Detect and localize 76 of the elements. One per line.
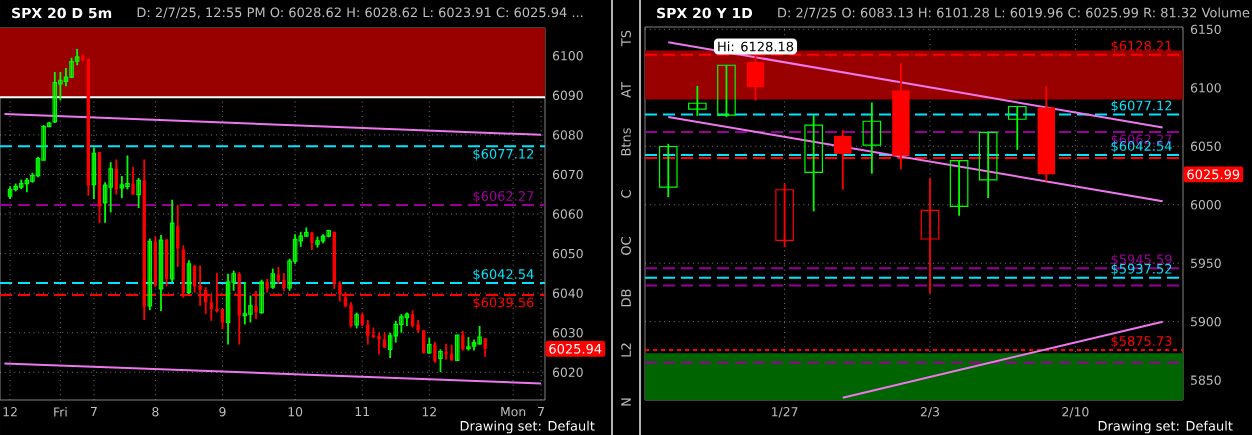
text: C — [621, 190, 631, 198]
x-tick-label: 7 — [538, 407, 544, 417]
y-tick-label: 6050 — [552, 248, 583, 259]
candlestick — [158, 234, 164, 312]
x-tick-label: Fri — [54, 407, 67, 417]
y-tick-label: 6070 — [552, 169, 583, 180]
text: Drawing set: Default — [460, 420, 595, 434]
y-tick-label: 6050 — [1190, 141, 1221, 151]
candlestick — [862, 101, 882, 175]
x-tick-label: 9 — [219, 407, 226, 417]
candlestick — [186, 259, 192, 295]
candlestick — [454, 334, 460, 362]
y-tick-label: 6080 — [552, 130, 583, 140]
candlestick — [169, 198, 175, 283]
ref-line-label: $6042.54 — [473, 268, 534, 281]
text: Drawing set: Default — [1098, 420, 1233, 434]
chart-subtitle: D: 2/7/25, 12:55 PM O: 6028.62 H: 6028.62 L: 6023.91 C: 6025.94 ... — [137, 7, 583, 19]
text: N — [621, 398, 631, 406]
x-tick-label: 2/3 — [920, 407, 939, 418]
y-tick-label: 5850 — [1191, 375, 1221, 385]
x-tick-label: 7 — [90, 407, 97, 417]
candlestick — [949, 159, 969, 217]
candlestick — [91, 146, 97, 200]
candlestick — [438, 348, 443, 373]
y-tick-label: 6150 — [1190, 24, 1221, 35]
ref-line-label: $5875.73 — [1111, 335, 1172, 348]
candlestick — [427, 336, 432, 355]
candlestick — [775, 182, 794, 248]
annotation: Hi: 6128.18 — [718, 41, 794, 52]
text: DB — [621, 289, 631, 307]
y-tick-label: 5900 — [1191, 316, 1221, 327]
x-tick-label: 1/27 — [772, 407, 798, 418]
y-tick-label: 6040 — [552, 288, 583, 298]
candlestick — [688, 85, 707, 117]
x-tick-label: 12 — [3, 407, 17, 417]
ref-line-label: $6062.27 — [473, 190, 534, 203]
x-tick-label: 12 — [422, 407, 436, 417]
x-tick-label: 8 — [152, 407, 159, 417]
text: AT — [621, 82, 631, 98]
ref-line-label: $6077.12 — [1111, 100, 1172, 113]
y-tick-label: 6090 — [552, 90, 583, 100]
candlestick — [259, 278, 264, 315]
text: L2 — [621, 343, 631, 357]
text: 6025.94 — [549, 343, 602, 354]
ref-line-label: $6077.12 — [473, 148, 534, 161]
y-tick-label: 6100 — [1190, 83, 1221, 93]
candlestick — [354, 311, 359, 330]
candlestick — [658, 142, 678, 199]
candlestick — [804, 114, 824, 213]
text: TS — [621, 30, 631, 47]
text: 6025.99 — [1187, 169, 1240, 180]
chart-subtitle: D: 2/7/25 O: 6083.13 H: 6101.28 L: 6019.96 C: 6025.99 R: 81.32 Volume — [778, 7, 1250, 19]
ref-line-label: $6039.56 — [473, 297, 534, 310]
candlestick — [717, 64, 736, 119]
text: OC — [621, 237, 631, 255]
x-tick-label: 10 — [288, 407, 303, 417]
candlestick — [920, 177, 940, 295]
y-tick-label: 6000 — [1190, 200, 1221, 210]
chart-title: SPX 20 Y 1D — [657, 7, 753, 19]
x-tick-label: Mon — [501, 407, 526, 417]
y-tick-label: 6020 — [552, 367, 583, 377]
candlestick — [1007, 105, 1027, 151]
text: Btns — [621, 128, 631, 156]
y-tick-label: 5950 — [1191, 258, 1221, 268]
ref-line-label: $6128.21 — [1111, 40, 1172, 53]
candlestick — [147, 237, 153, 312]
candlestick — [978, 131, 998, 199]
chart-title: SPX 20 D 5m — [12, 7, 112, 19]
ref-line-label: $5945.59 — [1111, 254, 1172, 266]
y-tick-label: 6060 — [552, 209, 583, 219]
y-tick-label: 6100 — [552, 51, 583, 61]
x-tick-label: 2/10 — [1062, 407, 1089, 418]
candlestick — [270, 267, 276, 290]
x-tick-label: 11 — [355, 407, 369, 417]
candlestick — [136, 177, 141, 209]
y-tick-label: 6030 — [552, 328, 583, 338]
